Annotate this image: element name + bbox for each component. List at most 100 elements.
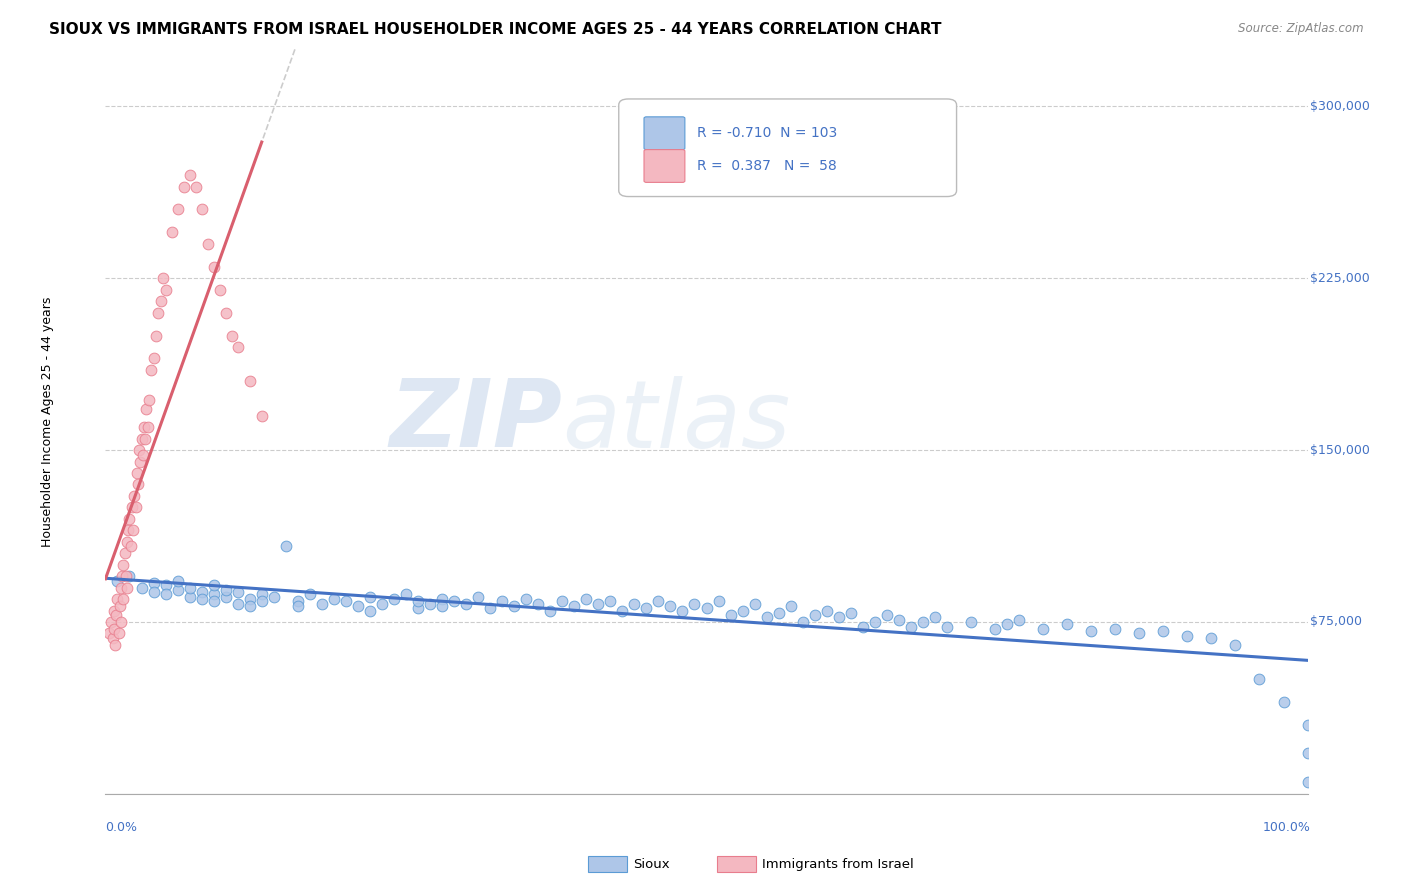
Point xyxy=(239,375,262,389)
Point xyxy=(430,592,453,607)
Point xyxy=(887,613,910,627)
Point xyxy=(406,601,429,615)
Point xyxy=(103,622,125,636)
Point xyxy=(335,594,357,608)
Text: Householder Income Ages 25 - 44 years: Householder Income Ages 25 - 44 years xyxy=(41,296,55,547)
Point xyxy=(792,615,814,629)
Point xyxy=(127,477,149,491)
Point xyxy=(208,283,231,297)
Point xyxy=(359,590,381,604)
Bar xyxy=(717,856,756,872)
Point xyxy=(131,581,153,595)
Point xyxy=(115,581,138,595)
Point xyxy=(115,534,138,549)
Point xyxy=(443,594,465,608)
Point xyxy=(359,603,381,617)
Point xyxy=(575,592,598,607)
Point xyxy=(683,597,706,611)
Point xyxy=(1296,746,1319,760)
Point xyxy=(149,294,172,309)
Point xyxy=(202,587,225,601)
Point xyxy=(1296,718,1319,732)
Point xyxy=(322,592,344,607)
Point xyxy=(744,597,766,611)
FancyBboxPatch shape xyxy=(644,117,685,150)
Point xyxy=(226,585,249,599)
Point xyxy=(287,599,309,613)
Point xyxy=(1080,624,1102,639)
Point xyxy=(239,599,262,613)
Point xyxy=(122,524,145,538)
Point xyxy=(184,179,207,194)
Point xyxy=(226,340,249,354)
Point xyxy=(250,409,273,423)
Point xyxy=(515,592,537,607)
Point xyxy=(155,283,177,297)
Point xyxy=(160,226,183,240)
Text: R =  0.387   N =  58: R = 0.387 N = 58 xyxy=(697,159,837,173)
Point xyxy=(430,599,453,613)
Point xyxy=(197,236,219,251)
Point xyxy=(1128,626,1150,640)
Point xyxy=(135,401,157,416)
Point xyxy=(108,599,131,613)
Point xyxy=(179,581,201,595)
FancyBboxPatch shape xyxy=(619,99,956,196)
Point xyxy=(111,569,134,583)
Bar xyxy=(588,856,627,872)
Point xyxy=(202,594,225,608)
Point xyxy=(190,585,212,599)
Point xyxy=(1104,622,1126,636)
Point xyxy=(347,599,370,613)
Point xyxy=(179,168,201,182)
Point xyxy=(779,599,801,613)
Point xyxy=(612,603,634,617)
Point xyxy=(671,603,693,617)
Point xyxy=(107,592,129,607)
Point xyxy=(623,597,645,611)
Point xyxy=(136,420,159,434)
Text: 0.0%: 0.0% xyxy=(105,822,138,834)
Point xyxy=(1056,617,1078,632)
Point xyxy=(103,603,125,617)
Point xyxy=(1272,695,1295,709)
Point xyxy=(1201,631,1223,645)
Point xyxy=(107,574,129,588)
Text: $150,000: $150,000 xyxy=(1310,443,1369,457)
Point xyxy=(112,558,135,572)
Point xyxy=(214,305,236,319)
Point xyxy=(179,590,201,604)
Text: 100.0%: 100.0% xyxy=(1263,822,1310,834)
Point xyxy=(202,578,225,592)
Point xyxy=(1296,775,1319,789)
Point xyxy=(1008,613,1031,627)
Point xyxy=(190,592,212,607)
Point xyxy=(166,582,188,597)
Point xyxy=(936,619,959,633)
Point xyxy=(120,540,142,554)
Point xyxy=(110,615,132,629)
Text: $300,000: $300,000 xyxy=(1310,100,1369,113)
Text: Source: ZipAtlas.com: Source: ZipAtlas.com xyxy=(1239,22,1364,36)
Point xyxy=(647,594,669,608)
FancyBboxPatch shape xyxy=(644,150,685,182)
Point xyxy=(406,594,429,608)
Point xyxy=(117,524,139,538)
Text: $75,000: $75,000 xyxy=(1310,615,1362,629)
Point xyxy=(173,179,195,194)
Point xyxy=(900,619,922,633)
Point xyxy=(131,432,153,446)
Point xyxy=(839,606,862,620)
Text: atlas: atlas xyxy=(562,376,790,467)
Point xyxy=(1032,622,1054,636)
Point xyxy=(145,328,167,343)
Point xyxy=(395,587,418,601)
Point xyxy=(155,578,177,592)
Point xyxy=(924,610,946,624)
Point xyxy=(731,603,754,617)
Point xyxy=(960,615,983,629)
Point xyxy=(479,601,502,615)
Point xyxy=(142,576,165,591)
Point xyxy=(1152,624,1174,639)
Point xyxy=(454,597,477,611)
